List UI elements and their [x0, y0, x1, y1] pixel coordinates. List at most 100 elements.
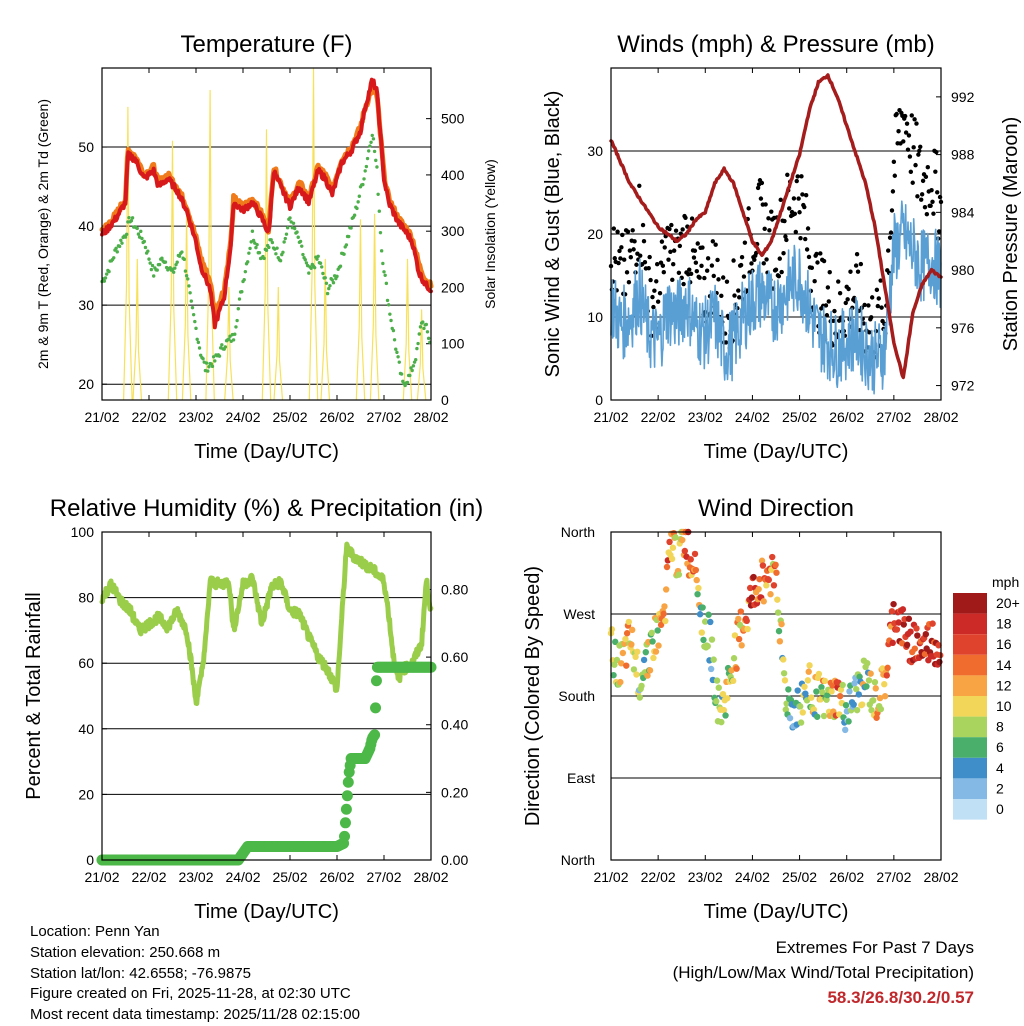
- colorbar-label: 18: [996, 616, 1012, 632]
- dewpoint-point: [206, 369, 210, 373]
- gust-point: [843, 300, 848, 306]
- dewpoint-point: [248, 246, 252, 251]
- dewpoint-point: [371, 137, 376, 141]
- gust-point: [693, 260, 699, 265]
- dewpoint-point: [370, 133, 374, 138]
- dewpoint-point: [195, 337, 199, 341]
- dewpoint-point: [335, 274, 339, 279]
- extremes-subheading: (High/Low/Max Wind/Total Precipitation): [672, 963, 974, 982]
- gust-point: [904, 121, 910, 126]
- dewpoint-point: [298, 239, 303, 244]
- gust-point: [888, 230, 894, 235]
- dewpoint-point: [324, 281, 329, 285]
- direction-point: [758, 557, 766, 564]
- dewpoint-point: [105, 272, 109, 276]
- y-axis-label-right: Solar Insolation (Yellow): [482, 159, 498, 309]
- gust-point: [848, 269, 853, 274]
- gust-point: [901, 139, 906, 144]
- x-tick-label: 27/02: [876, 409, 911, 425]
- precip-point: [342, 776, 354, 788]
- gust-point: [671, 248, 677, 253]
- dewpoint-point: [142, 239, 146, 244]
- gust-point: [640, 222, 646, 228]
- y-tick-label-right: 0.20: [441, 784, 468, 800]
- direction-point: [660, 610, 667, 618]
- precip-point: [339, 817, 351, 829]
- gust-point: [794, 178, 799, 184]
- direction-point: [806, 662, 813, 669]
- y-tick-label: 0: [595, 392, 603, 408]
- colorbar-swatch: [953, 696, 987, 717]
- direction-point: [655, 642, 662, 649]
- y-tick-label-right: 0: [441, 392, 449, 408]
- gust-point: [668, 249, 673, 254]
- gust-point: [628, 255, 633, 260]
- gust-point: [616, 260, 621, 266]
- humidity-panel: Relative Humidity (%) & Precipitation (i…: [23, 495, 483, 923]
- colorbar-swatch: [953, 716, 987, 738]
- gust-point: [785, 172, 790, 177]
- direction-point: [733, 665, 740, 672]
- gust-point: [869, 315, 874, 320]
- dewpoint-point: [152, 274, 156, 278]
- gust-point: [749, 261, 754, 266]
- direction-point: [611, 661, 618, 668]
- gust-point: [627, 248, 633, 253]
- direction-point: [846, 688, 853, 695]
- gust-point: [721, 275, 726, 280]
- x-tick-label: 21/02: [593, 869, 628, 885]
- gust-point: [662, 245, 667, 250]
- y-tick-label: North: [561, 852, 595, 868]
- dewpoint-point: [282, 240, 286, 244]
- gust-point: [737, 295, 742, 300]
- direction-point: [623, 662, 630, 669]
- dewpoint-point: [369, 140, 373, 145]
- direction-point: [698, 629, 705, 636]
- direction-point: [773, 569, 780, 576]
- gust-point: [618, 256, 623, 261]
- direction-point: [696, 611, 704, 618]
- gust-point: [700, 245, 705, 250]
- y-tick-label: 80: [78, 590, 94, 606]
- direction-point: [755, 585, 762, 593]
- gust-point: [666, 257, 671, 262]
- gust-point: [715, 257, 720, 263]
- y-tick-label-right: 200: [441, 279, 465, 295]
- winds-title: Winds (mph) & Pressure (mb): [617, 31, 934, 58]
- y-tick-label: 20: [78, 786, 94, 802]
- direction-point: [748, 594, 756, 601]
- pressure-line: [609, 73, 943, 380]
- dewpoint-point: [312, 265, 317, 270]
- direction-point: [782, 706, 790, 713]
- temperature-xlabel: Time (Day/UTC): [194, 441, 339, 463]
- y-tick-label: 30: [78, 297, 94, 313]
- dewpoint-point: [356, 200, 360, 204]
- dewpoint-point: [274, 252, 278, 256]
- direction-point: [856, 673, 863, 680]
- gust-point: [923, 174, 929, 180]
- gust-point: [742, 240, 748, 245]
- gust-point: [699, 263, 704, 269]
- dewpoint-point: [251, 238, 256, 243]
- gust-point: [680, 227, 685, 232]
- direction-point: [815, 670, 823, 678]
- gust-point: [767, 228, 772, 233]
- precip-point: [370, 675, 382, 687]
- dewpoint-point: [257, 251, 262, 255]
- gust-point: [919, 192, 925, 197]
- dewpoint-point: [410, 368, 414, 373]
- extremes-box: Extremes For Past 7 Days (High/Low/Max W…: [673, 935, 974, 1010]
- gust-point: [798, 236, 803, 241]
- dewpoint-point: [328, 283, 332, 288]
- direction-point: [630, 666, 638, 673]
- gust-point: [687, 267, 692, 272]
- gust-point: [892, 173, 897, 178]
- gust-point: [766, 216, 771, 221]
- dewpoint-point: [160, 256, 164, 260]
- direction-point: [911, 645, 918, 652]
- dewpoint-point: [379, 249, 384, 253]
- direction-point: [679, 536, 686, 544]
- gust-point: [652, 288, 657, 293]
- direction-point: [694, 590, 701, 598]
- dewpoint-point: [254, 245, 258, 250]
